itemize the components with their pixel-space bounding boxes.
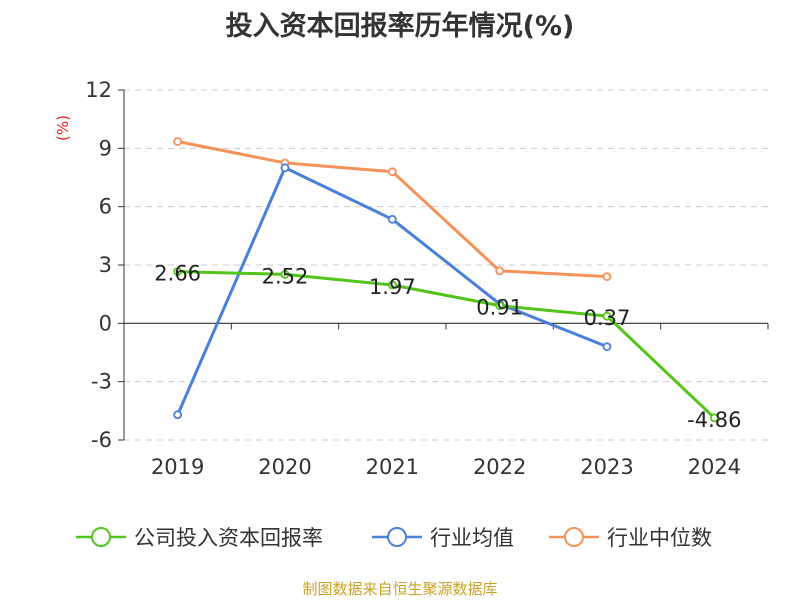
- data-source-note: 制图数据来自恒生聚源数据库: [302, 580, 498, 598]
- legend-label: 公司投入资本回报率: [134, 526, 323, 550]
- data-label: 2.66: [154, 262, 201, 286]
- data-point: [173, 410, 183, 420]
- axes: 12 9 6 3 0 -3 -6 (%) 2019 2020 2021 2022 2023 2024: [54, 78, 769, 479]
- data-label: -4.86: [687, 408, 741, 432]
- data-point: [495, 301, 505, 311]
- x-tick-label: 2023: [580, 455, 633, 479]
- y-axis-unit: (%): [54, 115, 72, 141]
- x-tick-label: 2019: [151, 455, 204, 479]
- data-point: [602, 311, 612, 321]
- data-point: [280, 269, 290, 279]
- data-label: 2.52: [262, 264, 309, 288]
- data-point: [495, 266, 505, 276]
- y-tick-label: 0: [99, 311, 112, 335]
- data-point: [173, 267, 183, 277]
- y-tick-label: 9: [99, 136, 112, 160]
- y-tick-label: 6: [99, 195, 112, 219]
- legend-marker: [564, 527, 584, 547]
- y-tick-label: 3: [99, 253, 112, 277]
- data-labels: 2.66 2.52 1.97 0.91 0.37 -4.86: [154, 262, 741, 432]
- x-tick-label: 2020: [258, 455, 311, 479]
- y-tick-label: 12: [85, 78, 112, 102]
- data-point: [387, 280, 397, 290]
- data-label: 1.97: [369, 275, 416, 299]
- data-point: [387, 214, 397, 224]
- data-point: [280, 163, 290, 173]
- data-label: 0.91: [476, 296, 523, 320]
- x-tick-label: 2024: [688, 455, 741, 479]
- series-line: [177, 140, 608, 279]
- chart-title: 投入资本回报率历年情况(%): [225, 11, 575, 42]
- data-point: [387, 167, 397, 177]
- y-tick-label: -3: [91, 370, 112, 394]
- legend-label: 行业中位数: [607, 526, 712, 550]
- data-point: [173, 137, 183, 146]
- data-point: [602, 342, 612, 352]
- grid-lines: [124, 89, 768, 441]
- legend: 公司投入资本回报率 行业均值 行业中位数: [76, 526, 712, 550]
- legend-marker: [91, 527, 111, 547]
- series-line: [177, 270, 716, 419]
- x-tick-label: 2021: [366, 455, 419, 479]
- data-point: [602, 272, 612, 282]
- legend-label: 行业均值: [430, 526, 514, 550]
- y-tick-label: -6: [91, 428, 112, 452]
- x-tick-label: 2022: [473, 455, 526, 479]
- data-point: [709, 413, 719, 423]
- series-lines: [173, 137, 719, 423]
- legend-marker: [387, 527, 407, 547]
- data-label: 0.37: [584, 306, 631, 330]
